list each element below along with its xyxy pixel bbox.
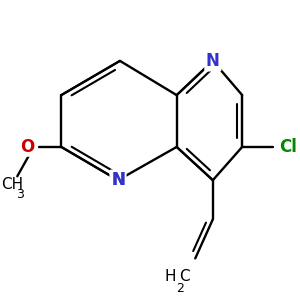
Text: C: C <box>180 268 190 284</box>
Text: N: N <box>111 171 125 189</box>
Text: N: N <box>111 171 125 189</box>
Text: N: N <box>206 52 220 70</box>
Text: H: H <box>164 268 176 284</box>
Text: CH: CH <box>1 177 23 192</box>
Text: 3: 3 <box>16 188 24 201</box>
Text: O: O <box>20 138 34 156</box>
Text: Cl: Cl <box>279 138 297 156</box>
Text: 2: 2 <box>176 282 184 295</box>
